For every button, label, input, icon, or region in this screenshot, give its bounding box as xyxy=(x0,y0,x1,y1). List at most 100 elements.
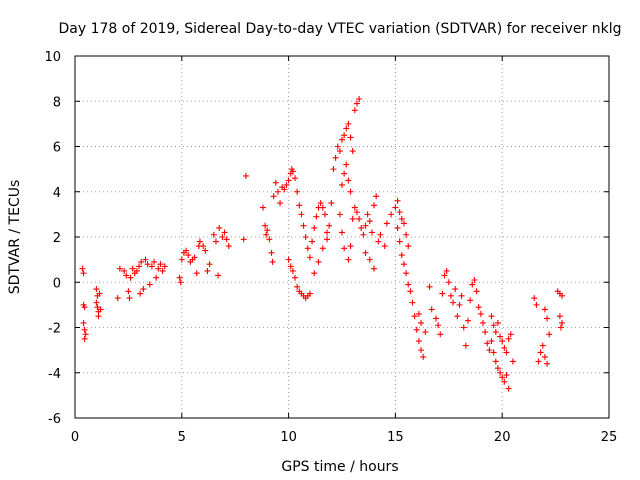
data-point-plus-marker xyxy=(306,290,313,297)
data-point-plus-marker xyxy=(121,267,128,274)
data-point-plus-marker xyxy=(93,299,100,306)
data-point-plus-marker xyxy=(366,256,373,263)
data-point-plus-marker xyxy=(159,267,166,274)
x-tick-label: 20 xyxy=(494,430,511,445)
data-point-plus-marker xyxy=(129,265,136,272)
data-point-plus-marker xyxy=(445,279,452,286)
data-point-plus-marker xyxy=(373,193,380,200)
data-point-plus-marker xyxy=(281,186,288,193)
data-point-plus-marker xyxy=(492,358,499,365)
data-point-plus-marker xyxy=(319,204,326,211)
data-point-plus-marker xyxy=(336,211,343,218)
data-point-plus-marker xyxy=(79,265,86,272)
data-point-plus-marker xyxy=(336,148,343,155)
data-point-plus-marker xyxy=(242,172,249,179)
data-point-plus-marker xyxy=(82,331,89,338)
data-point-plus-marker xyxy=(311,270,318,277)
data-point-plus-marker xyxy=(191,254,198,261)
data-point-plus-marker xyxy=(405,243,412,250)
data-point-plus-marker xyxy=(375,238,382,245)
data-point-plus-marker xyxy=(499,374,506,381)
data-point-plus-marker xyxy=(94,304,101,311)
data-point-plus-marker xyxy=(351,107,358,114)
data-point-plus-marker xyxy=(304,245,311,252)
y-axis-label: SDTVAR / TECUs xyxy=(7,180,23,295)
data-point-plus-marker xyxy=(285,177,292,184)
data-point-plus-marker xyxy=(341,170,348,177)
data-point-plus-marker xyxy=(415,338,422,345)
data-point-plus-marker xyxy=(264,227,271,234)
data-point-plus-marker xyxy=(490,322,497,329)
data-point-plus-marker xyxy=(345,120,352,127)
data-point-plus-marker xyxy=(347,243,354,250)
data-point-plus-marker xyxy=(535,358,542,365)
data-point-plus-marker xyxy=(219,234,226,240)
data-point-plus-marker xyxy=(328,200,335,207)
data-point-plus-marker xyxy=(441,272,448,279)
data-point-plus-marker xyxy=(398,252,405,259)
data-point-plus-marker xyxy=(313,213,320,220)
data-point-plus-marker xyxy=(138,258,145,265)
data-point-plus-marker xyxy=(193,270,200,277)
data-point-plus-marker xyxy=(339,136,345,143)
data-point-plus-marker xyxy=(330,166,337,173)
data-point-plus-marker xyxy=(557,324,564,331)
data-point-plus-marker xyxy=(345,256,352,263)
data-point-plus-marker xyxy=(398,215,405,222)
data-point-plus-marker xyxy=(467,297,474,304)
data-point-plus-marker xyxy=(443,267,450,274)
y-tick-label: 10 xyxy=(44,50,61,65)
data-point-plus-marker xyxy=(349,215,356,222)
data-point-plus-marker xyxy=(283,181,290,188)
data-point-plus-marker xyxy=(371,265,378,272)
data-point-plus-marker xyxy=(456,301,463,308)
data-point-plus-marker xyxy=(140,286,147,293)
data-point-plus-marker xyxy=(362,222,369,229)
data-point-plus-marker xyxy=(289,168,296,175)
data-point-plus-marker xyxy=(185,252,192,259)
data-point-plus-marker xyxy=(287,263,294,270)
data-point-plus-marker xyxy=(274,188,281,195)
data-point-plus-marker xyxy=(339,181,345,188)
data-point-plus-marker xyxy=(494,319,501,326)
y-tick-label: 6 xyxy=(53,141,61,156)
data-point-plus-marker xyxy=(309,238,316,245)
data-point-plus-marker xyxy=(559,319,566,326)
data-point-plus-marker xyxy=(381,243,388,250)
data-point-plus-marker xyxy=(269,258,276,265)
y-tick-label: 4 xyxy=(53,186,61,201)
data-point-plus-marker xyxy=(544,360,551,367)
data-point-plus-marker xyxy=(212,238,219,245)
data-point-plus-marker xyxy=(559,292,566,299)
data-point-plus-marker xyxy=(465,317,472,324)
data-point-plus-marker xyxy=(93,286,100,293)
y-tick-label: 2 xyxy=(53,231,61,246)
data-point-plus-marker xyxy=(294,188,301,195)
data-point-plus-marker xyxy=(439,290,446,297)
data-point-plus-marker xyxy=(296,202,303,209)
x-axis-label: GPS time / hours xyxy=(281,459,398,475)
data-point-plus-marker xyxy=(353,100,360,107)
data-point-plus-marker xyxy=(125,288,132,295)
data-point-plus-marker xyxy=(289,267,296,274)
data-point-plus-marker xyxy=(292,175,299,182)
data-point-plus-marker xyxy=(394,224,401,231)
data-point-plus-marker xyxy=(394,197,401,204)
x-tick-label: 25 xyxy=(601,430,618,445)
data-point-plus-marker xyxy=(458,292,465,299)
data-point-plus-marker xyxy=(216,224,223,231)
data-point-plus-marker xyxy=(262,222,269,229)
data-point-plus-marker xyxy=(411,313,418,320)
data-point-plus-marker xyxy=(420,353,427,360)
y-tick-label: 8 xyxy=(53,95,61,110)
data-point-plus-marker xyxy=(505,335,512,342)
data-point-plus-marker xyxy=(383,220,390,227)
data-point-plus-marker xyxy=(492,329,499,336)
data-point-plus-marker xyxy=(80,270,87,277)
data-point-plus-marker xyxy=(151,258,158,265)
data-point-plus-marker xyxy=(364,211,371,218)
data-point-plus-marker xyxy=(240,236,247,243)
data-point-plus-marker xyxy=(473,288,480,295)
data-point-plus-marker xyxy=(202,247,209,254)
